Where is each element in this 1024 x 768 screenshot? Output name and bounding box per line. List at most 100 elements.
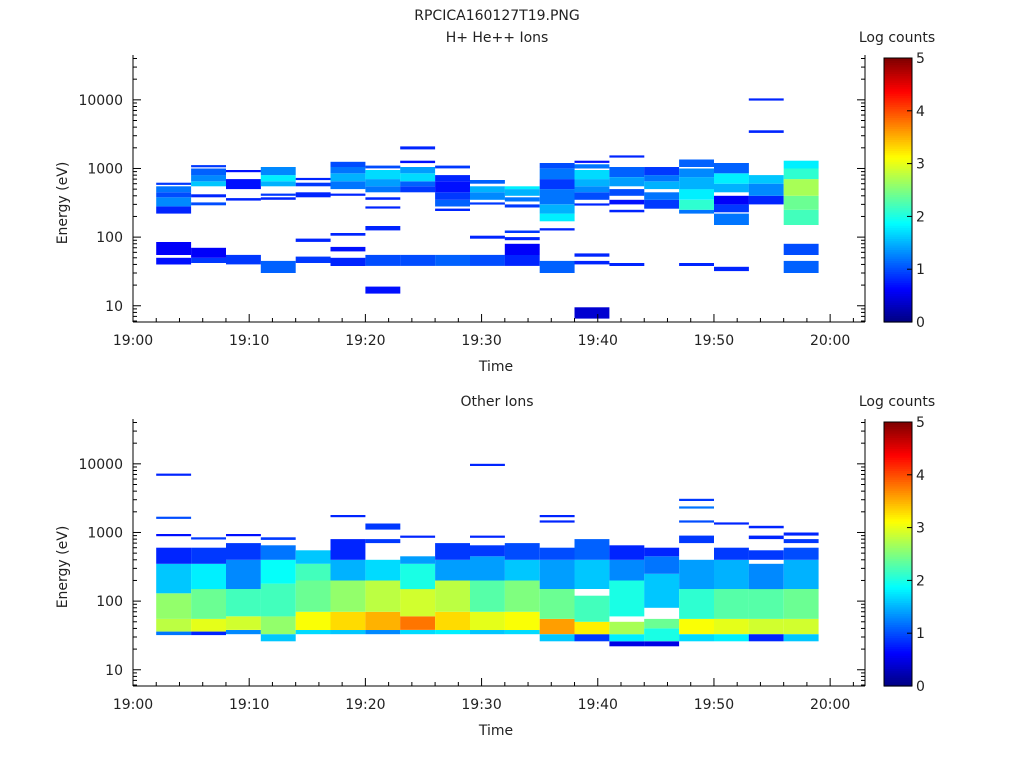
heatmap-cell (574, 164, 610, 169)
heatmap-cell (435, 181, 470, 193)
heatmap-cell (226, 543, 261, 560)
colorbar-segment (884, 468, 912, 471)
heatmap-cell (470, 545, 505, 557)
x-tick-label: 19:30 (461, 333, 501, 349)
colorbar-segment (884, 490, 912, 493)
heatmap-cell (714, 173, 749, 184)
heatmap-cell (539, 189, 575, 205)
colorbar-segment (884, 565, 912, 568)
heatmap-cell (365, 286, 401, 294)
x-tick-label: 20:00 (810, 697, 850, 713)
colorbar-segment (884, 88, 912, 92)
heatmap-cell (156, 197, 192, 207)
heatmap-cell (504, 230, 540, 233)
y-tick-label: 100 (96, 230, 123, 246)
colorbar-segment (884, 595, 912, 599)
heatmap-cell (679, 618, 714, 635)
colorbar-segment (884, 426, 912, 430)
y-tick-label: 100 (96, 594, 123, 610)
heatmap-cell (504, 204, 540, 208)
colorbar-segment (884, 580, 912, 584)
heatmap-cell (574, 260, 610, 265)
colorbar-segment (884, 198, 912, 202)
heatmap-cell (295, 177, 331, 181)
heatmap-cell (574, 192, 610, 200)
heatmap-cell (330, 193, 366, 196)
heatmap-cell (260, 193, 296, 196)
colorbar-segment (884, 642, 912, 645)
heatmap-cell (679, 177, 714, 190)
heatmap-cell (470, 630, 505, 635)
heatmap-cell (435, 192, 470, 200)
heatmap-cell (539, 515, 575, 518)
heatmap-cell (330, 246, 366, 252)
colorbar-segment (884, 441, 912, 445)
colorbar-segment (884, 71, 912, 74)
colorbar-segment (884, 650, 912, 654)
colorbar-segment (884, 236, 912, 239)
colorbar-segment (884, 220, 912, 224)
y-axis-label: Energy (eV) (55, 162, 71, 245)
heatmap-cell (470, 463, 505, 466)
heatmap-cell (748, 130, 784, 133)
heatmap-cell (783, 168, 819, 180)
heatmap-cell (156, 516, 192, 519)
colorbar-segment (884, 523, 912, 526)
heatmap-cell (191, 181, 226, 187)
colorbar-segment (884, 576, 912, 579)
y-tick-label: 10000 (78, 457, 123, 473)
heatmap-cell (783, 160, 819, 169)
heatmap-cell (539, 520, 575, 523)
colorbar-segment (884, 209, 912, 213)
heatmap-cell (470, 580, 505, 612)
colorbar-segment (884, 146, 912, 149)
heatmap-cell (470, 611, 505, 630)
colorbar-segment (884, 172, 912, 176)
heatmap-cells (156, 98, 819, 319)
colorbar-label: Log counts (859, 30, 935, 46)
colorbar-segment (884, 97, 912, 101)
heatmap-cell (156, 563, 192, 594)
colorbar-segment (884, 66, 912, 70)
heatmap-cell (504, 237, 540, 241)
heatmap-cell (714, 266, 749, 272)
heatmap-cell (644, 181, 680, 190)
heatmap-cell (435, 559, 470, 581)
heatmap-cell (714, 195, 749, 205)
colorbar-segment (884, 91, 912, 94)
colorbar-tick-label: 2 (916, 209, 925, 225)
colorbar-segment (884, 93, 912, 96)
colorbar-segment (884, 543, 912, 546)
colorbar-segment (884, 635, 912, 639)
heatmap-cell (365, 580, 401, 612)
colorbar-segment (884, 170, 912, 173)
heatmap-cell (504, 543, 540, 560)
heatmap-cell (539, 618, 575, 635)
colorbar-segment (884, 132, 912, 136)
colorbar-segment (884, 551, 912, 555)
colorbar-segment (884, 613, 912, 617)
colorbar-segment (884, 128, 912, 132)
heatmap-cell (470, 202, 505, 205)
colorbar-segment (884, 207, 912, 211)
colorbar-segment (884, 194, 912, 198)
colorbar-segment (884, 110, 912, 114)
heatmap-cell (644, 192, 680, 200)
heatmap-cell (156, 547, 192, 564)
x-tick-label: 19:00 (113, 697, 153, 713)
colorbar-segment (884, 639, 912, 643)
heatmap-cell (191, 589, 226, 619)
heatmap-cell (679, 559, 714, 589)
heatmap-cell (295, 630, 331, 635)
heatmap-cell (260, 167, 296, 176)
heatmap-cell (539, 260, 575, 273)
heatmap-cell (400, 167, 436, 174)
heatmap-cell (260, 583, 296, 617)
heatmap-cell (504, 630, 540, 635)
heatmap-cell (504, 254, 540, 266)
heatmap-cell (609, 177, 645, 187)
colorbar-segment (884, 269, 912, 272)
heatmap-cell (644, 618, 680, 629)
heatmap-cell (609, 189, 645, 196)
colorbar-segment (884, 152, 912, 156)
